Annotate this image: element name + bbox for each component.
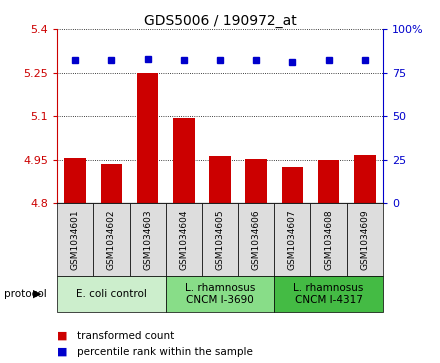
Text: GSM1034609: GSM1034609: [360, 209, 369, 270]
Bar: [318, 160, 339, 203]
Text: GSM1034603: GSM1034603: [143, 209, 152, 270]
Bar: [274, 276, 383, 312]
Text: ■: ■: [57, 347, 68, 357]
Bar: [202, 203, 238, 276]
Text: GSM1034605: GSM1034605: [216, 209, 224, 270]
Bar: [246, 159, 267, 203]
Text: GSM1034601: GSM1034601: [71, 209, 80, 270]
Bar: [209, 156, 231, 203]
Text: ▶: ▶: [33, 289, 41, 299]
Bar: [311, 203, 347, 276]
Text: GSM1034602: GSM1034602: [107, 209, 116, 270]
Bar: [129, 203, 166, 276]
Text: L. rhamnosus
CNCM I-4317: L. rhamnosus CNCM I-4317: [293, 283, 364, 305]
Bar: [101, 164, 122, 203]
Text: GSM1034608: GSM1034608: [324, 209, 333, 270]
Text: ■: ■: [57, 331, 68, 341]
Bar: [282, 167, 303, 203]
Text: GSM1034604: GSM1034604: [180, 209, 188, 270]
Bar: [347, 203, 383, 276]
Text: percentile rank within the sample: percentile rank within the sample: [77, 347, 253, 357]
Bar: [166, 276, 274, 312]
Title: GDS5006 / 190972_at: GDS5006 / 190972_at: [143, 14, 297, 28]
Text: GSM1034607: GSM1034607: [288, 209, 297, 270]
Bar: [57, 276, 166, 312]
Bar: [238, 203, 274, 276]
Bar: [57, 203, 93, 276]
Bar: [64, 158, 86, 203]
Bar: [274, 203, 311, 276]
Text: L. rhamnosus
CNCM I-3690: L. rhamnosus CNCM I-3690: [185, 283, 255, 305]
Bar: [93, 203, 129, 276]
Bar: [354, 155, 376, 203]
Bar: [137, 73, 158, 203]
Text: protocol: protocol: [4, 289, 47, 299]
Text: E. coli control: E. coli control: [76, 289, 147, 299]
Bar: [173, 118, 194, 203]
Text: transformed count: transformed count: [77, 331, 174, 341]
Bar: [166, 203, 202, 276]
Text: GSM1034606: GSM1034606: [252, 209, 260, 270]
